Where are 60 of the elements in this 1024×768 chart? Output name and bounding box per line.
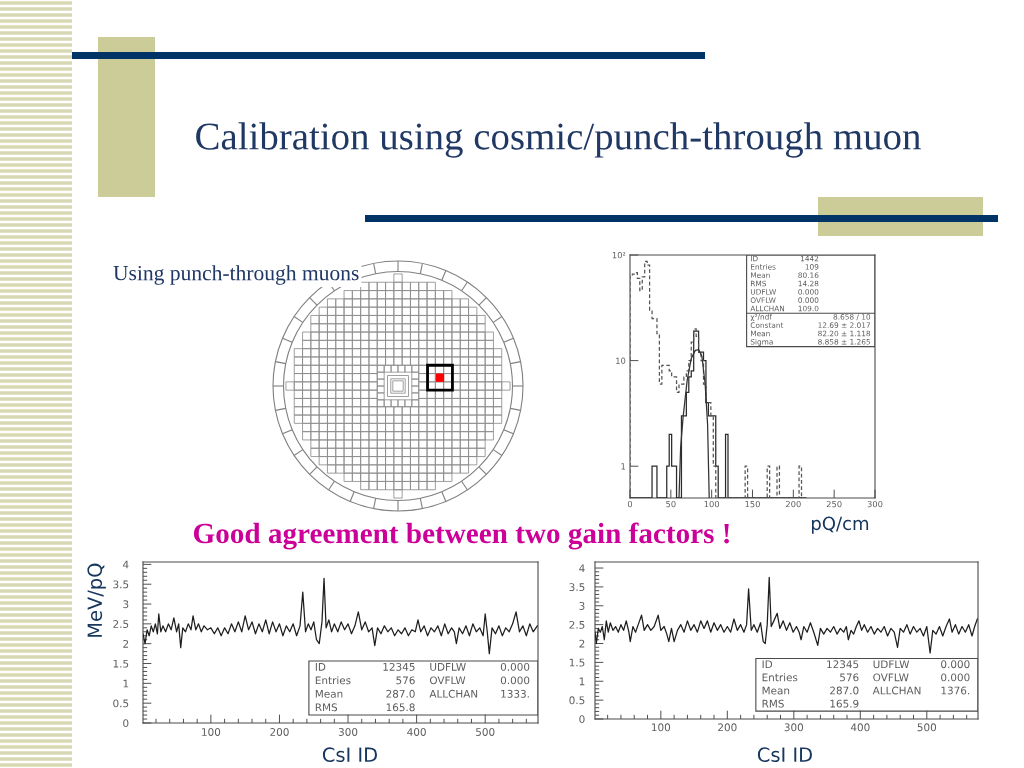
y-tick-label: 0.5 <box>569 696 585 705</box>
x-tick-label: 300 <box>784 723 804 732</box>
text: ALLCHAN 1333. <box>429 689 529 698</box>
line-series <box>595 576 978 654</box>
x-tick-label: 400 <box>407 728 426 736</box>
text: Calibration using cosmic/punch-through muon <box>196 122 921 158</box>
x-tick-label: 200 <box>270 728 289 736</box>
x-axis-title: CsI ID <box>757 747 812 762</box>
y-tick-label: 3 <box>579 602 585 610</box>
x-axis-title: pQ/cm <box>811 516 869 534</box>
y-tick-label: 1 <box>123 679 129 688</box>
x-tick-label: 200 <box>785 500 801 508</box>
x-tick-label: 100 <box>704 500 720 508</box>
x-tick-label: 400 <box>850 723 870 732</box>
x-tick-label: 0 <box>627 500 633 508</box>
x-tick-label: 100 <box>202 728 221 736</box>
y-tick-label: 3 <box>123 600 129 609</box>
x-tick-label: 250 <box>826 500 842 508</box>
y-tick-label: 3.5 <box>569 583 585 592</box>
x-tick-label: 500 <box>917 723 937 732</box>
y-tick-label: 2 <box>123 639 129 648</box>
text: Entries 576 <box>762 673 859 682</box>
line-series <box>143 577 538 655</box>
y-tick-label: 2.5 <box>569 620 585 629</box>
y-axis-title: MeV/pQ <box>87 563 106 637</box>
text: ALLCHAN 1376. <box>872 686 970 695</box>
x-tick-label: 50 <box>666 500 676 508</box>
x-tick-label: 500 <box>476 728 495 736</box>
text: RMS 165.8 <box>315 703 415 712</box>
text: UDFLW 0.000 <box>430 662 530 671</box>
text: Using punch-through muons <box>113 265 359 285</box>
x-tick-label: 300 <box>338 728 358 736</box>
y-tick-label: 3.5 <box>113 580 129 589</box>
y-tick-label: 1 <box>579 677 585 686</box>
text: OVFLW 0.000 <box>429 676 530 685</box>
y-tick-label: 2.5 <box>113 620 129 628</box>
text: Entries 576 <box>315 676 415 685</box>
y-tick-label: 1 <box>621 463 626 470</box>
y-tick-label: 10² <box>612 251 626 259</box>
x-axis-title: CsI ID <box>322 747 377 763</box>
text: RMS 165.9 <box>762 699 859 708</box>
text: UDFLW 0.000 <box>873 660 970 669</box>
text: ID 12345 <box>762 660 859 669</box>
y-tick-label: 0 <box>579 715 585 724</box>
y-tick-label: 2 <box>579 639 585 648</box>
x-tick-label: 200 <box>718 723 737 732</box>
x-tick-label: 300 <box>867 500 883 508</box>
text: Mean 287.0 <box>315 689 415 698</box>
text: Good agreement between two gain factors ! <box>193 522 729 550</box>
y-tick-label: 1.5 <box>569 658 585 667</box>
y-tick-label: 4 <box>579 564 585 572</box>
y-tick-label: 10 <box>616 357 626 364</box>
text: Mean 287.0 <box>762 686 859 695</box>
x-tick-label: 150 <box>745 500 760 508</box>
y-tick-label: 0.5 <box>113 699 129 708</box>
text: ID 12345 <box>315 662 415 671</box>
y-tick-label: 1.5 <box>113 659 129 668</box>
text: OVFLW 0.000 <box>873 673 970 682</box>
x-tick-label: 100 <box>652 723 671 732</box>
y-tick-label: 4 <box>122 560 129 569</box>
